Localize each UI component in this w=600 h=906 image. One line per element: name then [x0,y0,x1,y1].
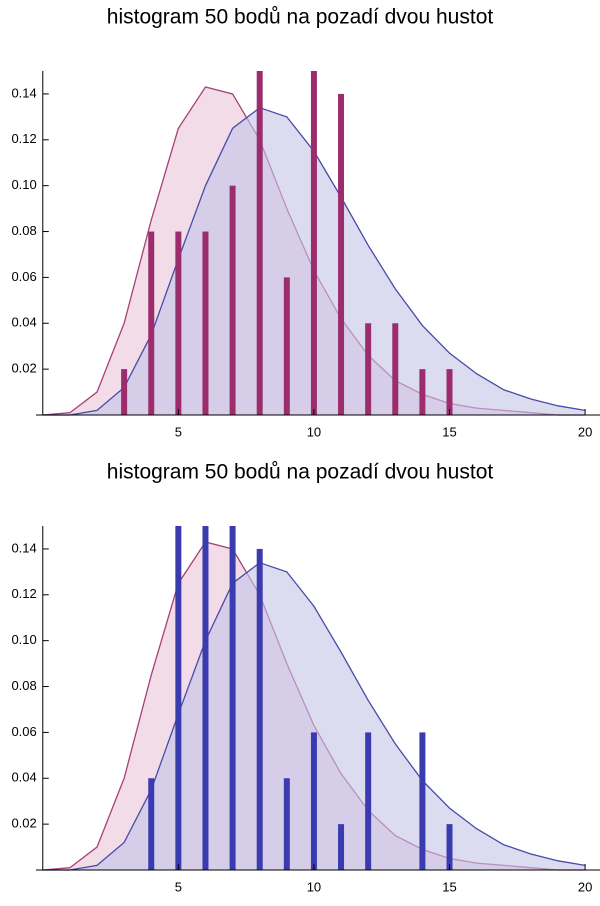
chart-title: histogram 50 bodů na pozadí dvou hustot [107,6,494,29]
bar [419,732,426,870]
bar [446,369,453,415]
y-tick-label: 0.04 [11,315,36,330]
bar [148,231,155,415]
bar [175,231,182,415]
bar [419,369,426,415]
y-tick-label: 0.08 [11,223,36,238]
bars [148,526,453,870]
bar [392,323,399,415]
y-tick-label: 0.02 [11,816,36,831]
y-tick-label: 0.04 [11,770,36,785]
bar [256,71,263,416]
y-tick-label: 0.14 [11,540,36,555]
bar [310,71,317,416]
bar [283,277,290,415]
x-tick-label: 20 [578,879,592,894]
bar [310,732,317,870]
bar [229,526,236,870]
y-tick-label: 0.06 [11,724,36,739]
x-tick-label: 5 [175,879,182,894]
bars [121,71,453,416]
bar [175,526,182,870]
y-tick-label: 0.10 [11,632,36,647]
y-tick-label: 0.14 [11,85,36,100]
x-tick-label: 20 [578,424,592,439]
x-tick-label: 15 [442,879,456,894]
bar [446,824,453,870]
bar [202,231,209,415]
y-tick-label: 0.06 [11,269,36,284]
bar [338,93,345,415]
y-tick-label: 0.12 [11,131,36,146]
bar [256,548,263,870]
x-tick-label: 10 [307,879,321,894]
bar [229,185,236,415]
bar [338,824,345,870]
y-tick-label: 0.02 [11,361,36,376]
y-tick-label: 0.12 [11,586,36,601]
bar [365,732,372,870]
chart-title: histogram 50 bodů na pozadí dvou hustot [107,461,494,484]
x-tick-label: 15 [442,424,456,439]
y-tick-label: 0.10 [11,177,36,192]
bar [283,778,290,870]
x-tick-label: 10 [307,424,321,439]
chart-1: histogram 50 bodů na pozadí dvou hustot 5… [11,6,600,439]
density-line [42,561,586,871]
bar [148,778,155,870]
bar [202,526,209,870]
y-tick-label: 0.08 [11,678,36,693]
chart-2: histogram 50 bodů na pozadí dvou hustot 5… [11,461,600,894]
bar [365,323,372,415]
x-tick-label: 5 [175,424,182,439]
bar [121,369,128,415]
